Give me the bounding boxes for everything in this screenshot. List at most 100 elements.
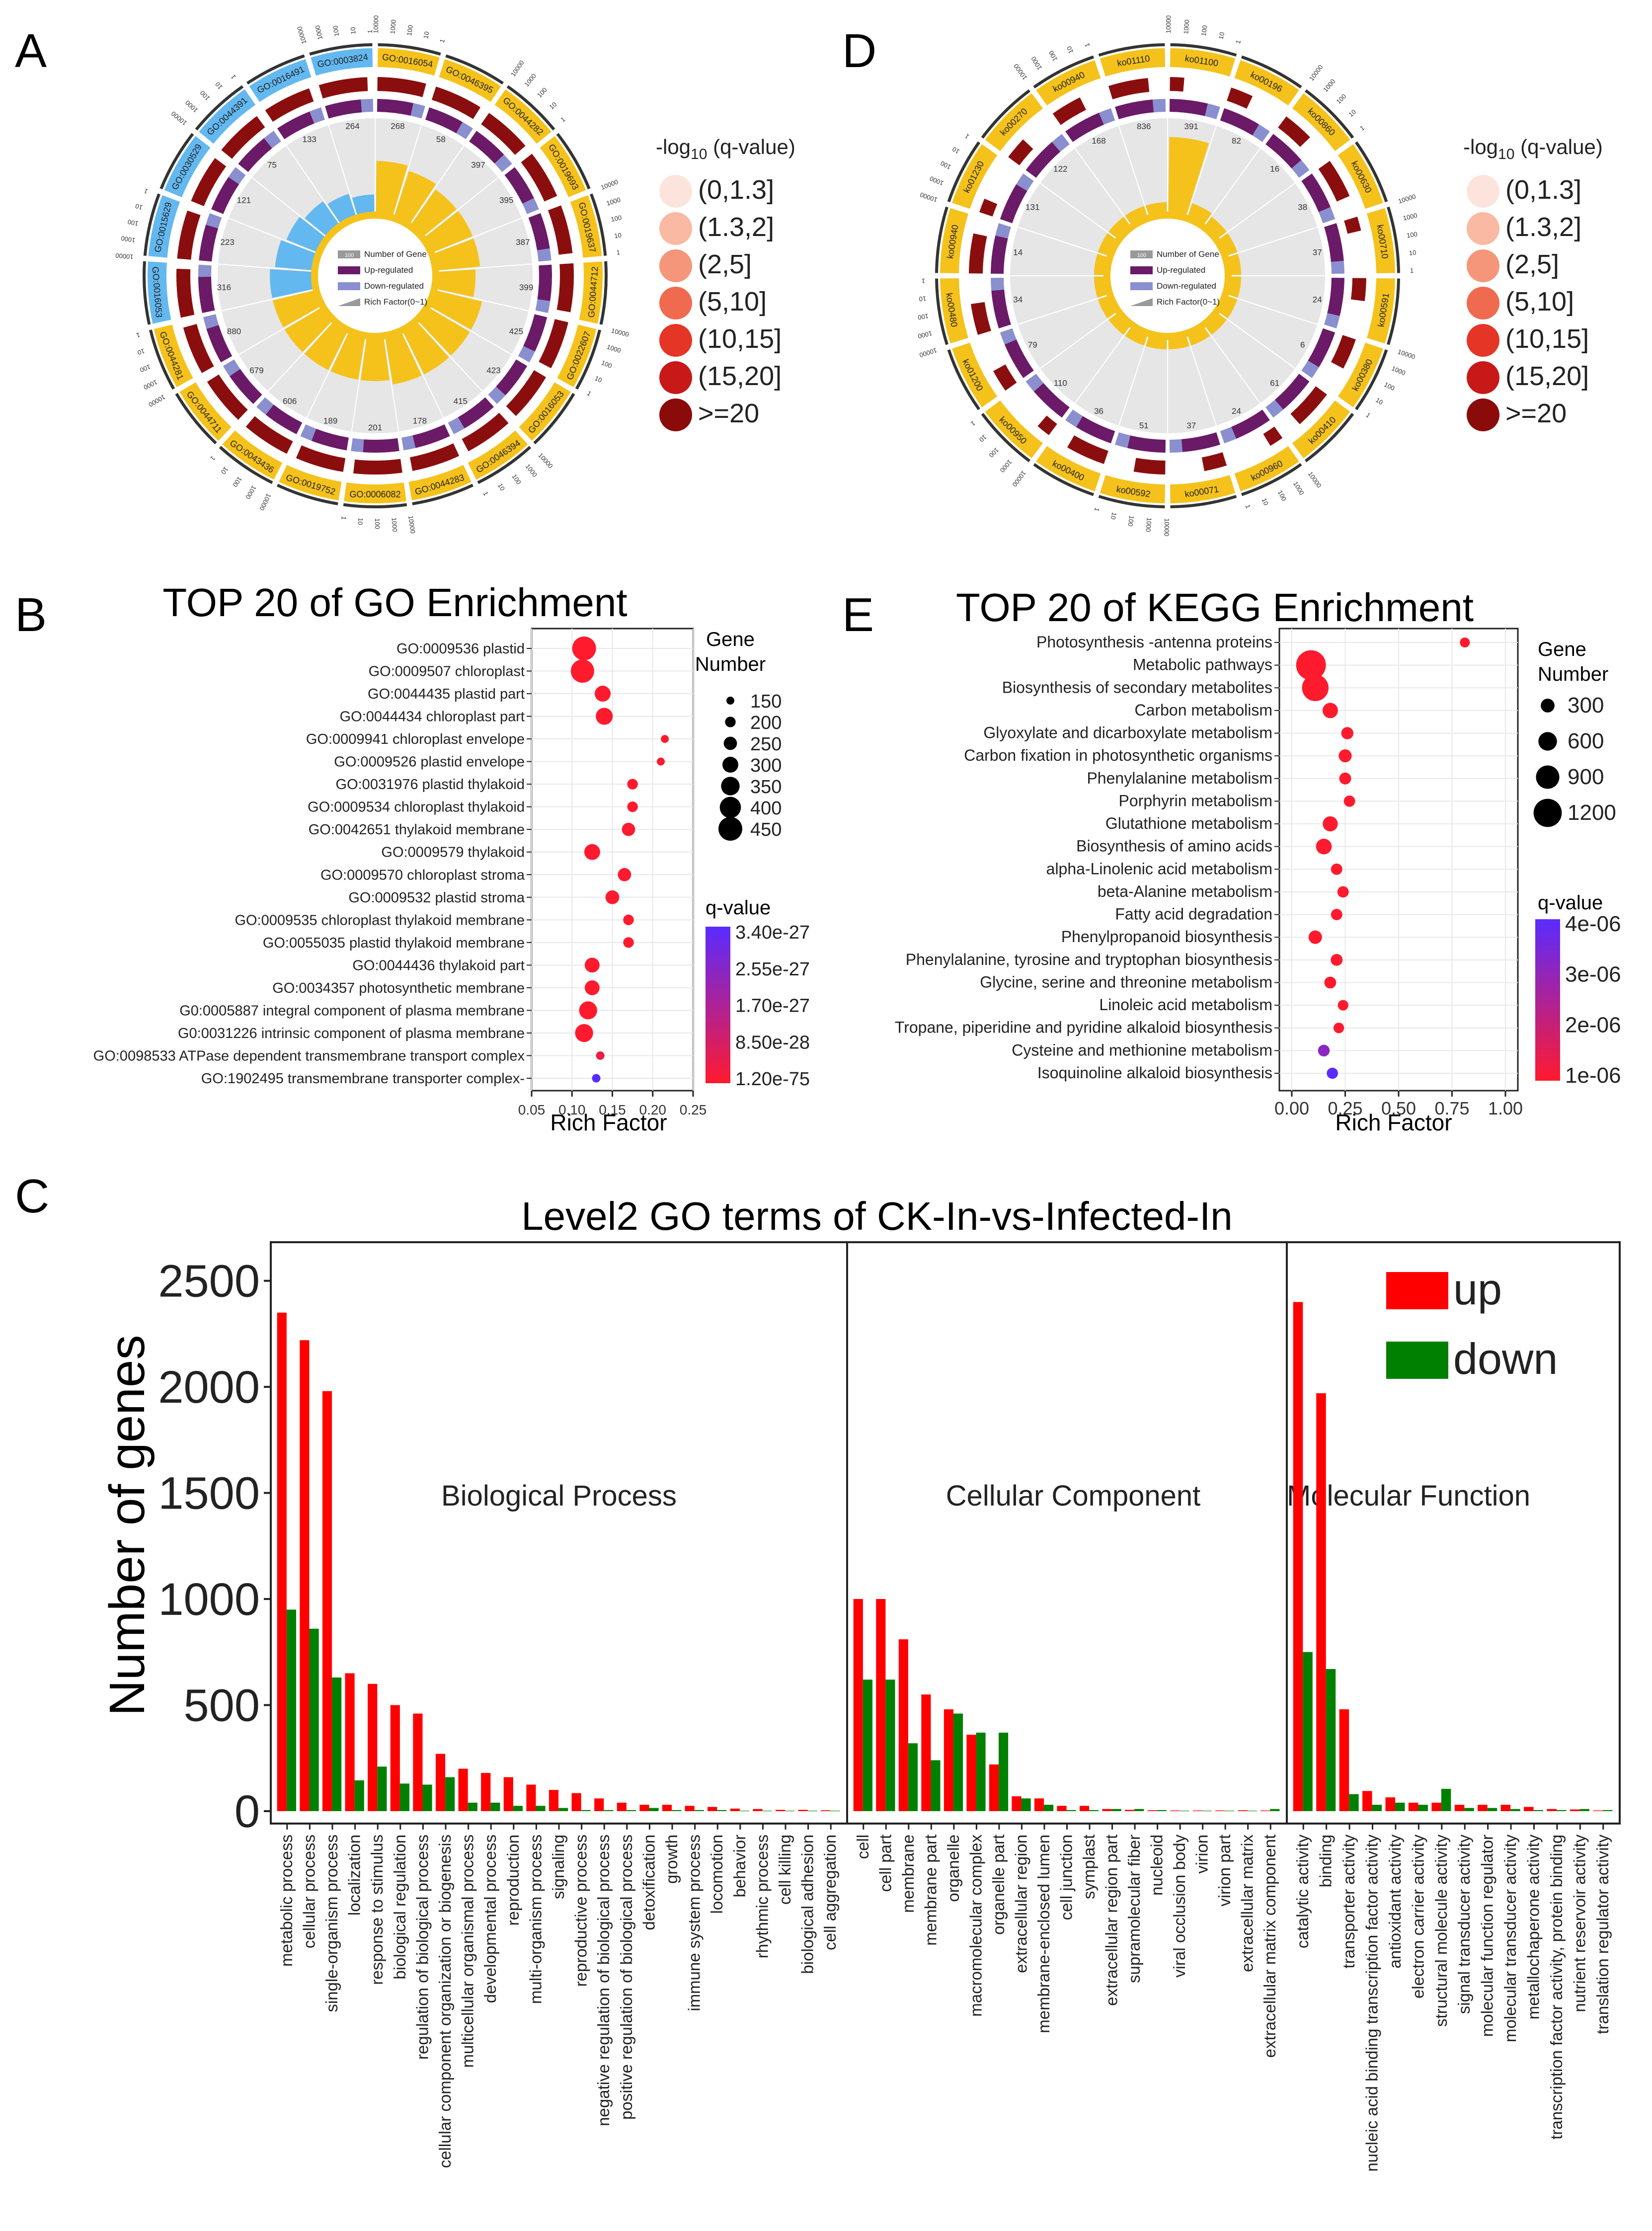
bubble-category-label: Glyoxylate and dicarboxylate metabolism	[983, 724, 1272, 742]
circos-qvalue-bar	[409, 443, 460, 471]
circos-down-bar	[1000, 328, 1017, 345]
bubble-point	[579, 1001, 597, 1020]
color-legend-label: 8.50e-28	[735, 1032, 810, 1053]
circos-outer-axis	[1170, 43, 1237, 57]
circos-legend-swatch	[1130, 282, 1153, 290]
bar-down	[931, 1760, 941, 1811]
bar-up	[921, 1694, 931, 1811]
circos-qvalue-bar	[176, 268, 195, 318]
circos-gene-count: 14	[1013, 247, 1023, 257]
circos-outer-axis	[575, 329, 601, 390]
bar-x-label: molecular transducer activity	[1501, 1834, 1519, 2043]
circos-up-bar	[230, 369, 262, 404]
bar-up	[639, 1805, 649, 1811]
kegg-bubble-title: TOP 20 of KEGG Enrichment	[956, 585, 1474, 630]
size-legend-label: 150	[750, 691, 782, 712]
bubble-point	[1322, 703, 1338, 718]
bar-down	[1441, 1789, 1451, 1811]
circos-inner-ring	[1103, 212, 1232, 340]
circos-outer-axis	[343, 503, 407, 509]
circos-outer-axis	[935, 206, 948, 273]
bubble-point	[1331, 954, 1343, 966]
circos-axis-tick: 10000	[372, 15, 380, 33]
bubble-category-label: Biosynthesis of amino acids	[1076, 837, 1272, 855]
circos-up-bar	[1065, 112, 1104, 142]
bubble-category-label: Metabolic pathways	[1133, 656, 1272, 674]
circos-gene-count: 24	[1232, 406, 1241, 416]
bar-x-label: detoxification	[639, 1834, 658, 1930]
circos-outer-axis	[412, 483, 473, 505]
bar-x-label: growth	[662, 1834, 681, 1884]
bubble-category-label: Carbon metabolism	[1135, 701, 1272, 719]
circos-up-bar	[1025, 142, 1061, 178]
bar-up	[1454, 1805, 1465, 1811]
circos-down-bar	[995, 223, 1011, 239]
circos-axis-tick: 1	[616, 248, 621, 256]
bar-x-label: virion	[1193, 1834, 1211, 1874]
circos-axis-tick: 10	[1217, 31, 1226, 40]
bar-y-tick-label: 2000	[158, 1362, 260, 1413]
circos-axis-tick: 10	[349, 27, 357, 35]
circos-outer-axis	[1170, 495, 1237, 508]
circos-outer-axis	[195, 85, 244, 131]
circos-rich-bar	[286, 217, 326, 252]
bar-x-label: signal transducer activity	[1455, 1834, 1473, 2014]
bar-up	[1125, 1810, 1135, 1811]
circos-qvalue-bar	[1344, 216, 1361, 234]
bar-y-tick-label: 500	[184, 1680, 260, 1731]
qvalue-legend-label: (15,20]	[698, 361, 782, 391]
circos-axis-tick: 1	[922, 277, 925, 285]
circos-qvalue-bar	[1290, 386, 1327, 424]
circos-qvalue-bar	[556, 263, 574, 313]
circos-outer-axis	[935, 278, 948, 345]
circos-up-bar	[325, 99, 362, 119]
bar-down	[490, 1802, 500, 1811]
kegg-enrichment-bubble-chart: TOP 20 of KEGG Enrichment Rich Factor Ge…	[895, 585, 1621, 1135]
circos-outer-axis	[1098, 495, 1165, 508]
bubble-x-tick-label: 0.75	[1434, 1098, 1469, 1118]
bar-up	[1385, 1797, 1395, 1811]
bar-up	[322, 1391, 332, 1811]
circos-id-segment	[940, 208, 969, 273]
circos-id-segment	[1036, 60, 1101, 106]
circos-axis-tick: 1000	[917, 329, 933, 340]
bar-up	[617, 1802, 627, 1811]
panel-label-e: E	[842, 588, 874, 641]
circos-up-bar	[1308, 328, 1336, 368]
circos-outer-axis	[1033, 55, 1094, 89]
circos-id-segment	[179, 382, 232, 441]
circos-rich-bar	[1108, 217, 1131, 239]
bar-up	[662, 1805, 672, 1811]
qvalue-legend-swatch	[659, 175, 692, 208]
circos-axis-tick: 10000	[115, 252, 134, 261]
bar-up	[1524, 1807, 1534, 1811]
bar-x-label: behavior	[730, 1834, 749, 1898]
bubble-category-label: beta-Alanine metabolism	[1098, 882, 1272, 900]
go-size-legend-title-2: Number	[695, 653, 766, 675]
circos-up-bar	[1004, 339, 1034, 378]
circos-gene-count: 131	[1025, 203, 1039, 212]
circos-qvalue-bar	[177, 210, 201, 260]
circos-axis-tick: 100	[139, 363, 152, 374]
bar-down	[1510, 1809, 1520, 1811]
circos-up-bar	[1327, 277, 1344, 317]
bubble-category-label: G0:0005887 integral component of plasma …	[179, 1003, 525, 1019]
circos-axis-tick: 10000	[1165, 15, 1172, 33]
circos-up-bar	[311, 428, 349, 451]
circos-down-bar	[1115, 432, 1130, 448]
panel-label-a: A	[15, 24, 47, 78]
bar-chart-ylabel: Number of genes	[99, 1335, 155, 1716]
bar-x-label: catalytic activity	[1293, 1834, 1312, 1949]
circos-rich-bar	[376, 160, 408, 217]
color-legend-label: 3.40e-27	[735, 922, 810, 943]
circos-down-bar	[1331, 260, 1344, 274]
circos-up-bar	[1181, 432, 1220, 452]
go-color-legend-title: q-value	[706, 897, 771, 919]
circos-outer-axis	[1354, 141, 1388, 202]
bar-y-tick-label: 2500	[158, 1256, 260, 1307]
circos-rich-bar	[1168, 137, 1209, 217]
bar-group-label: Molecular Function	[1287, 1480, 1530, 1512]
circos-axis-tick: 1000	[1182, 19, 1190, 34]
circos-id-segment	[519, 382, 571, 441]
bar-up	[481, 1773, 491, 1811]
